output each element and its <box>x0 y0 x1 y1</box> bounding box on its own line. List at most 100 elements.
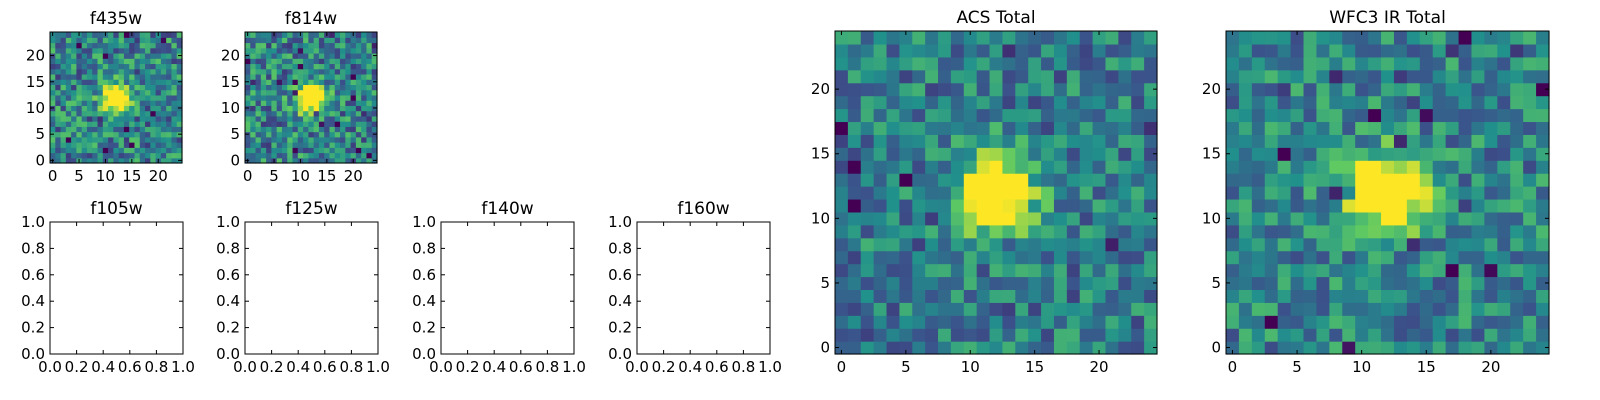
heatmap-cell <box>287 110 294 117</box>
heatmap-cell <box>1342 82 1356 97</box>
heatmap-cell <box>1355 186 1369 200</box>
heatmap-cell <box>1066 224 1081 239</box>
heatmap-cell <box>1484 147 1498 161</box>
heatmap-cell <box>1432 263 1447 278</box>
heatmap-cell <box>1432 224 1447 239</box>
heatmap-cell <box>145 147 151 154</box>
x-tick-label: 5 <box>269 167 279 185</box>
heatmap-cell <box>1079 302 1094 316</box>
heatmap-cell <box>1105 302 1119 316</box>
heatmap-cell <box>1368 147 1382 161</box>
heatmap-cell <box>899 43 913 58</box>
heatmap-cell <box>71 152 77 159</box>
heatmap-cell <box>1484 56 1498 71</box>
x-tick-label: 0.0 <box>233 358 257 376</box>
heatmap-cell <box>160 136 167 143</box>
heatmap-cell <box>318 32 325 38</box>
heatmap-cell <box>134 84 141 91</box>
heatmap-cell <box>1393 82 1408 97</box>
y-tick-label: 0.0 <box>412 345 436 363</box>
heatmap-cell <box>297 79 304 85</box>
heatmap-cell <box>1432 237 1447 252</box>
heatmap-cell <box>65 152 72 159</box>
heatmap-cell <box>1368 250 1382 265</box>
heatmap-cell <box>250 89 257 96</box>
heatmap-cell <box>847 328 862 342</box>
heatmap-cell <box>1393 56 1408 71</box>
heatmap-cell <box>60 105 67 112</box>
heatmap-cell <box>1368 289 1382 303</box>
heatmap-cell <box>1079 160 1094 174</box>
heatmap-cell <box>1484 173 1498 187</box>
heatmap-cell <box>355 79 362 85</box>
heatmap-cell <box>1445 95 1460 110</box>
heatmap-cell <box>123 37 130 44</box>
x-tick-label: 0.6 <box>313 358 337 376</box>
heatmap-cell <box>1105 224 1119 239</box>
heatmap-cell <box>1092 95 1107 110</box>
heatmap-cell <box>835 198 849 213</box>
heatmap-cell <box>1066 95 1081 110</box>
heatmap-cell <box>113 131 120 138</box>
heatmap-cell <box>108 73 114 80</box>
heatmap-cell <box>292 73 299 80</box>
heatmap-cell <box>912 302 926 316</box>
heatmap-cell <box>1471 69 1485 84</box>
heatmap-cell <box>835 134 849 148</box>
heatmap-cell <box>835 289 849 303</box>
heatmap-cell <box>134 136 141 143</box>
heatmap-cell <box>276 32 283 38</box>
heatmap-cell <box>361 42 368 49</box>
heatmap-cell <box>160 115 167 122</box>
heatmap-cell <box>134 126 141 133</box>
heatmap-cell <box>145 115 151 122</box>
heatmap-cell <box>1041 69 1055 84</box>
heatmap-cell <box>1066 56 1081 71</box>
heatmap-cell <box>281 47 288 54</box>
heatmap-cell <box>1406 237 1421 252</box>
heatmap-cell <box>1105 328 1119 342</box>
heatmap-cell <box>123 79 130 85</box>
heatmap-cell <box>113 63 120 70</box>
heatmap-cell <box>1028 211 1042 226</box>
heatmap-cell <box>1458 121 1473 135</box>
heatmap-cell <box>1264 224 1279 239</box>
heatmap-cell <box>118 136 125 143</box>
heatmap-cell <box>366 58 373 65</box>
heatmap-cell <box>1015 43 1029 58</box>
heatmap-cell <box>329 52 336 59</box>
heatmap-cell <box>271 47 278 54</box>
heatmap-cell <box>76 37 83 44</box>
heatmap-cell <box>1264 302 1279 316</box>
heatmap-cell <box>155 68 162 75</box>
heatmap-cell <box>1419 263 1434 278</box>
heatmap-cell <box>1471 250 1485 265</box>
heatmap-cell <box>1316 198 1330 213</box>
heatmap-cell <box>1105 250 1119 265</box>
heatmap-cell <box>113 84 120 91</box>
heatmap-cell <box>65 121 72 127</box>
heatmap-cell <box>129 131 136 138</box>
heatmap-cell <box>1316 82 1330 97</box>
heatmap-cell <box>912 82 926 97</box>
heatmap-cell <box>350 73 357 80</box>
heatmap-cell <box>1041 276 1055 290</box>
heatmap-cell <box>1458 198 1473 213</box>
heatmap-cell <box>1536 108 1550 123</box>
heatmap-cell <box>886 69 900 84</box>
heatmap-cell <box>925 289 939 303</box>
heatmap-cell <box>925 237 939 252</box>
heatmap-cell <box>334 84 341 91</box>
heatmap-cell <box>1028 237 1042 252</box>
heatmap-cell <box>1002 56 1016 71</box>
heatmap-cell <box>334 94 341 101</box>
heatmap-cell <box>123 68 130 75</box>
x-tick-label: 20 <box>1481 358 1500 376</box>
heatmap-cell <box>276 157 283 164</box>
heatmap-cell <box>340 121 346 127</box>
heatmap-cell <box>1066 211 1081 226</box>
heatmap-cell <box>1118 31 1132 45</box>
heatmap-cell <box>366 68 373 75</box>
heatmap-cell <box>350 136 357 143</box>
heatmap-cell <box>1092 276 1107 290</box>
